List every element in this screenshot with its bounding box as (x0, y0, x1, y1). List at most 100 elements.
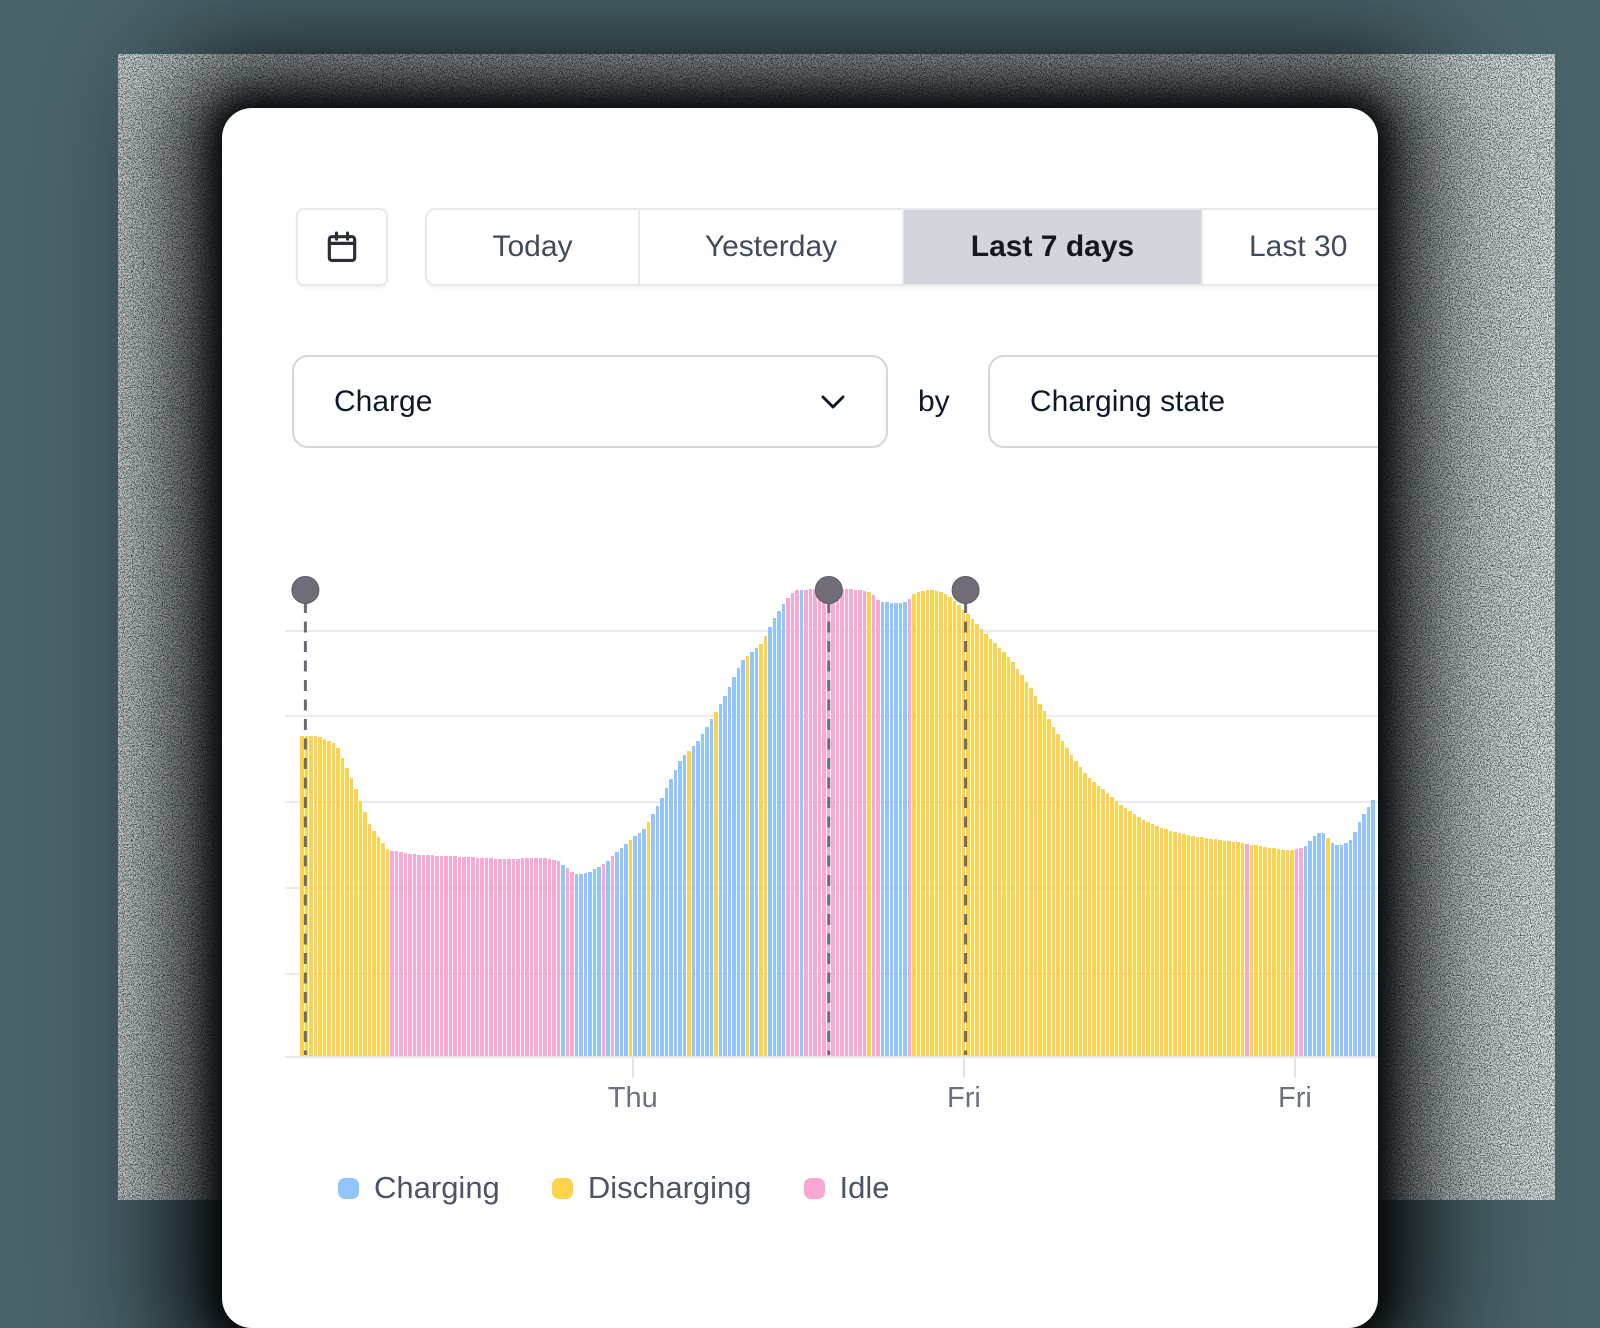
bar (516, 858, 520, 1056)
bar (322, 738, 327, 1056)
bar (862, 590, 867, 1056)
bar (655, 805, 660, 1056)
marker-handle[interactable] (291, 576, 320, 604)
bar (1173, 831, 1177, 1056)
bar (876, 600, 880, 1056)
tab-today[interactable]: Today (492, 230, 573, 263)
legend-swatch-discharging (551, 1177, 573, 1199)
legend-item-discharging[interactable]: Discharging (551, 1170, 752, 1206)
bar (606, 860, 610, 1056)
bar (700, 734, 705, 1056)
legend-label: Idle (839, 1170, 890, 1205)
bar (1200, 837, 1204, 1056)
bar (853, 589, 858, 1056)
bar (502, 859, 507, 1056)
bar (592, 869, 597, 1056)
bar (957, 605, 961, 1056)
bar (363, 812, 367, 1056)
bar (489, 858, 493, 1056)
bar (552, 860, 556, 1056)
bar (466, 857, 471, 1056)
bar (1105, 793, 1110, 1056)
bar (1146, 821, 1150, 1056)
legend-swatch-charging (338, 1177, 359, 1199)
bar (1182, 834, 1186, 1056)
bar (664, 788, 669, 1056)
legend-item-charging[interactable]: Charging (338, 1170, 500, 1206)
bar (610, 856, 615, 1056)
bar (1227, 841, 1231, 1056)
calendar-button[interactable] (296, 208, 388, 286)
bar (1056, 733, 1060, 1056)
bar (835, 589, 840, 1056)
bar (790, 593, 795, 1056)
bar (1204, 838, 1209, 1056)
legend-swatch-idle (803, 1177, 825, 1199)
group-by-select[interactable]: Charging state (988, 355, 1378, 448)
bar (583, 872, 588, 1056)
legend-label: Discharging (587, 1170, 752, 1205)
tab-last-30[interactable]: Last 30 (1201, 210, 1378, 284)
tab-yesterday[interactable]: Yesterday (638, 210, 902, 284)
bar (736, 667, 741, 1056)
bar (709, 719, 714, 1056)
bar (660, 797, 664, 1056)
bar (979, 629, 984, 1056)
bar (331, 742, 336, 1056)
bar (1209, 838, 1213, 1056)
bar (714, 711, 718, 1056)
bar (1258, 846, 1263, 1056)
bar (795, 589, 799, 1056)
bar (381, 842, 385, 1056)
bar (741, 660, 745, 1056)
plot-area[interactable] (285, 544, 1378, 1056)
bar (403, 852, 408, 1056)
metric-select[interactable]: Charge (292, 355, 888, 448)
tab-last-7-days[interactable]: Last 7 days (902, 210, 1201, 284)
bar (1303, 846, 1308, 1056)
bar (1047, 719, 1051, 1056)
bar (1348, 840, 1353, 1056)
bar (390, 850, 394, 1056)
bar (745, 655, 750, 1056)
bar (444, 856, 448, 1056)
bar (678, 760, 682, 1056)
bar (1024, 681, 1029, 1056)
bar (529, 858, 534, 1056)
bar (1033, 695, 1038, 1056)
bar (574, 874, 579, 1056)
bar (691, 745, 696, 1056)
marker-handle[interactable] (814, 576, 843, 604)
bar (372, 830, 376, 1056)
bar (646, 821, 651, 1056)
bar (651, 813, 655, 1056)
legend-item-idle[interactable]: Idle (803, 1170, 890, 1206)
bar (1222, 840, 1227, 1056)
bar (1195, 836, 1200, 1056)
bar (453, 856, 457, 1056)
annotation-markers[interactable] (285, 544, 1378, 1058)
bar (867, 592, 871, 1056)
bar (1294, 849, 1299, 1056)
bar (1164, 829, 1168, 1056)
marker-handle[interactable] (951, 576, 980, 604)
x-tick-label: Fri (1278, 1082, 1312, 1114)
bar (804, 589, 808, 1056)
bar (988, 638, 993, 1056)
bar (817, 589, 822, 1056)
bar (1339, 845, 1344, 1056)
bar (1110, 797, 1114, 1056)
bar (885, 602, 889, 1056)
bar (975, 624, 979, 1056)
bar (1060, 741, 1065, 1056)
bar (898, 602, 903, 1056)
bar (327, 740, 331, 1056)
bar (930, 590, 934, 1056)
bar (1326, 837, 1330, 1056)
bar (1132, 813, 1137, 1056)
bar (556, 860, 561, 1056)
bar (948, 596, 952, 1056)
bar (624, 844, 628, 1056)
bar (925, 589, 930, 1056)
bar (1087, 778, 1092, 1056)
